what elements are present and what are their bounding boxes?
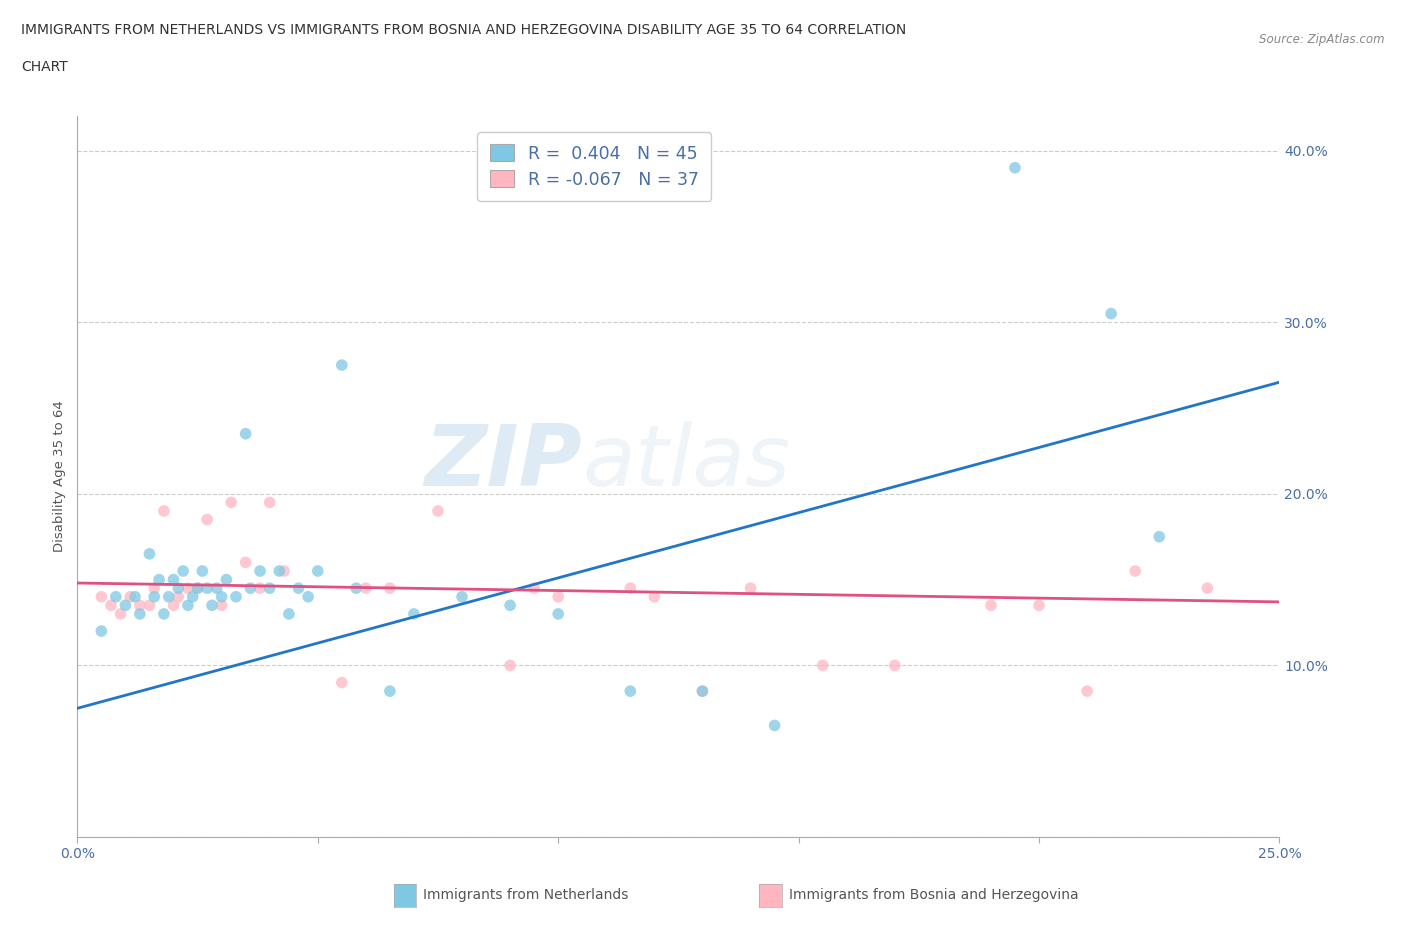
Point	[451, 590, 474, 604]
Text: CHART: CHART	[21, 60, 67, 74]
Point	[177, 580, 200, 595]
Point	[138, 598, 160, 613]
Point	[211, 590, 233, 604]
Point	[120, 590, 142, 604]
Point	[523, 580, 546, 595]
Point	[269, 564, 291, 578]
Point	[143, 580, 166, 595]
Point	[692, 684, 714, 698]
Point	[980, 598, 1002, 613]
Legend: R =  0.404   N = 45, R = -0.067   N = 37: R = 0.404 N = 45, R = -0.067 N = 37	[478, 132, 711, 201]
Point	[297, 590, 319, 604]
Point	[177, 598, 200, 613]
Point	[287, 580, 309, 595]
Point	[402, 606, 425, 621]
Point	[90, 624, 112, 639]
Point	[195, 512, 218, 527]
Point	[499, 658, 522, 672]
Point	[1004, 160, 1026, 175]
Text: Immigrants from Netherlands: Immigrants from Netherlands	[423, 888, 628, 902]
Point	[124, 590, 146, 604]
Point	[619, 580, 641, 595]
Point	[427, 503, 450, 518]
Point	[235, 426, 257, 441]
Text: Immigrants from Bosnia and Herzegovina: Immigrants from Bosnia and Herzegovina	[789, 888, 1078, 902]
Point	[128, 606, 150, 621]
Point	[143, 590, 166, 604]
Point	[740, 580, 762, 595]
Point	[1149, 529, 1171, 544]
Point	[499, 598, 522, 613]
Point	[330, 675, 353, 690]
Point	[138, 547, 160, 562]
Point	[153, 606, 176, 621]
Point	[114, 598, 136, 613]
Point	[1076, 684, 1098, 698]
Point	[219, 495, 242, 510]
Point	[249, 564, 271, 578]
Point	[167, 580, 190, 595]
Point	[1123, 564, 1146, 578]
Point	[344, 580, 367, 595]
Point	[307, 564, 329, 578]
Point	[547, 606, 569, 621]
Point	[763, 718, 786, 733]
Point	[157, 590, 180, 604]
Point	[259, 495, 281, 510]
Point	[215, 572, 238, 587]
Point	[205, 580, 228, 595]
Point	[239, 580, 262, 595]
Point	[186, 580, 209, 595]
Point	[259, 580, 281, 595]
Point	[1099, 306, 1122, 321]
Point	[162, 598, 184, 613]
Point	[100, 598, 122, 613]
Text: atlas: atlas	[582, 420, 790, 504]
Point	[191, 564, 214, 578]
Point	[883, 658, 905, 672]
Point	[110, 606, 132, 621]
Point	[378, 684, 401, 698]
Point	[692, 684, 714, 698]
Text: Source: ZipAtlas.com: Source: ZipAtlas.com	[1260, 33, 1385, 46]
Point	[235, 555, 257, 570]
Point	[153, 503, 176, 518]
Point	[186, 580, 209, 595]
Point	[162, 572, 184, 587]
Y-axis label: Disability Age 35 to 64: Disability Age 35 to 64	[53, 401, 66, 552]
Point	[167, 590, 190, 604]
Point	[354, 580, 377, 595]
Point	[104, 590, 127, 604]
Point	[195, 580, 218, 595]
Point	[128, 598, 150, 613]
Point	[378, 580, 401, 595]
Point	[148, 572, 170, 587]
Point	[225, 590, 247, 604]
Text: IMMIGRANTS FROM NETHERLANDS VS IMMIGRANTS FROM BOSNIA AND HERZEGOVINA DISABILITY: IMMIGRANTS FROM NETHERLANDS VS IMMIGRANT…	[21, 23, 907, 37]
Text: ZIP: ZIP	[425, 420, 582, 504]
Point	[273, 564, 295, 578]
Point	[811, 658, 834, 672]
Point	[547, 590, 569, 604]
Point	[211, 598, 233, 613]
Point	[619, 684, 641, 698]
Point	[330, 358, 353, 373]
Point	[1028, 598, 1050, 613]
Point	[181, 590, 204, 604]
Point	[1197, 580, 1219, 595]
Point	[249, 580, 271, 595]
Point	[277, 606, 299, 621]
Point	[172, 564, 194, 578]
Point	[201, 598, 224, 613]
Point	[90, 590, 112, 604]
Point	[643, 590, 665, 604]
